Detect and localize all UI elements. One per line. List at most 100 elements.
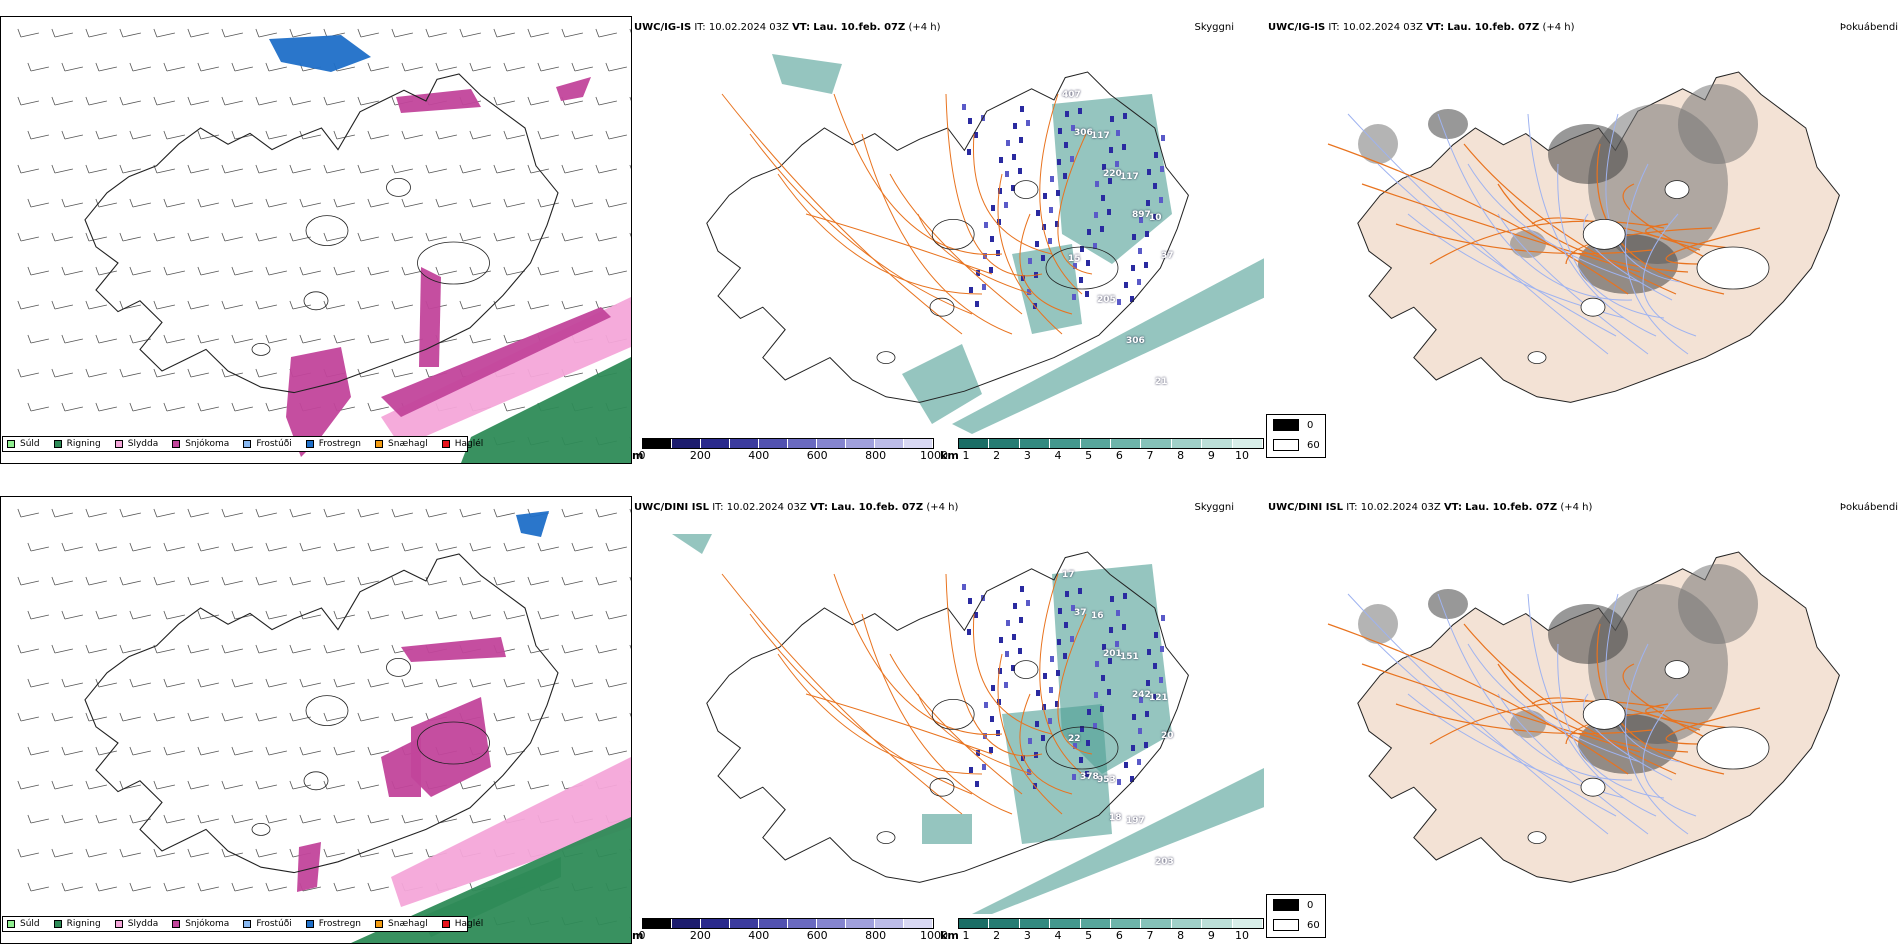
cloudbase-value: 21 bbox=[1155, 377, 1168, 387]
cloudbase-value: 306 bbox=[1126, 336, 1145, 346]
tick-label: 400 bbox=[748, 929, 770, 942]
visibility-ticks: 1 2 3 4 5 6 7 8 9 10 bbox=[963, 929, 1250, 943]
cloudbase-value: 151 bbox=[1120, 652, 1139, 662]
colorbar-cell bbox=[1202, 919, 1233, 928]
valid-time: Lau. 10.feb. 07Z bbox=[1447, 22, 1540, 33]
visibility-map-frame: 407 117 117 10 15 205 306 21 306 220 897 37 bbox=[632, 34, 1264, 434]
colorbar-cell bbox=[788, 439, 817, 448]
cloudbase-value: 121 bbox=[1149, 693, 1168, 703]
legend-swatch bbox=[375, 920, 384, 928]
colorbar-cell bbox=[730, 919, 759, 928]
cloudbase-unit: m bbox=[632, 929, 644, 942]
tick-label: 7 bbox=[1146, 929, 1154, 942]
panel-title: Skyggni bbox=[1194, 22, 1234, 33]
legend-swatch bbox=[114, 920, 123, 928]
colorbar-cell bbox=[701, 439, 730, 448]
colorbar-cell bbox=[1019, 919, 1051, 928]
precip-map bbox=[17, 28, 631, 463]
legend-item: Snjókoma bbox=[172, 439, 229, 449]
tick-label: 800 bbox=[865, 929, 887, 942]
legend-swatch bbox=[243, 440, 252, 448]
cloudbase-value: 197 bbox=[1126, 816, 1145, 826]
cloudbase-value: 953 bbox=[1097, 775, 1116, 785]
tick-label: 1000 bbox=[920, 449, 948, 462]
colorbar-cell bbox=[1050, 919, 1081, 928]
legend-label: Snæhagl bbox=[388, 439, 428, 449]
forecast-row: UWC/DINI ISL IT: 10.02.2024 03Z VT: Lau.… bbox=[0, 480, 1900, 950]
tick-label: 6 bbox=[1115, 449, 1123, 462]
colorbar-cell bbox=[1019, 439, 1051, 448]
colorbar-cell bbox=[904, 439, 933, 448]
tick-label: 0 bbox=[638, 449, 646, 462]
lead-time: (+4 h) bbox=[908, 22, 941, 33]
cloudbase-value: 117 bbox=[1091, 131, 1110, 141]
cloudbase-colorbar bbox=[642, 438, 934, 449]
colorbar-cell bbox=[1171, 919, 1203, 928]
init-time: 10.02.2024 03Z bbox=[708, 22, 789, 33]
colorbar-cell bbox=[643, 919, 672, 928]
legend-item: Frostregn bbox=[305, 919, 361, 929]
visibility-map-frame: 17 16 151 121 22 953 197 203 37 201 242 20 378 18 bbox=[632, 514, 1264, 914]
legend-swatch bbox=[305, 920, 314, 928]
lead-time: (+4 h) bbox=[926, 502, 959, 513]
colorbar-cell bbox=[643, 439, 672, 448]
cloudbase-value: 242 bbox=[1132, 690, 1151, 700]
model-name: UWC/IG-IS bbox=[1268, 22, 1326, 33]
colorbar-cell bbox=[1050, 439, 1081, 448]
colorbar-cell bbox=[759, 919, 788, 928]
precip-map-frame bbox=[0, 16, 632, 464]
colorbar-cell bbox=[875, 439, 904, 448]
visibility-map bbox=[706, 54, 1264, 434]
valid-time-label: VT: bbox=[1443, 502, 1462, 513]
legend-item: Súld bbox=[7, 919, 40, 929]
tick-label: 2 bbox=[993, 929, 1001, 942]
init-time-label: IT: bbox=[1346, 502, 1358, 513]
panel-header: UWC/DINI ISL IT: 10.02.2024 03Z VT: Lau.… bbox=[634, 502, 958, 514]
valid-time-label: VT: bbox=[1426, 22, 1445, 33]
colorbar-cell bbox=[1080, 919, 1112, 928]
fog-legend-row: 60 bbox=[1273, 919, 1320, 931]
tick-label: 800 bbox=[865, 449, 887, 462]
legend-swatch bbox=[441, 440, 450, 448]
colorbar-cell bbox=[1080, 439, 1112, 448]
tick-label: 1 bbox=[962, 449, 970, 462]
fog-legend-swatch bbox=[1273, 419, 1299, 431]
legend-item: Snæhagl bbox=[375, 439, 428, 449]
legend-swatch bbox=[172, 920, 181, 928]
init-time: 10.02.2024 03Z bbox=[726, 502, 807, 513]
cloudbase-value: 117 bbox=[1120, 172, 1139, 182]
legend-swatch bbox=[305, 440, 314, 448]
legend-label: Haglél bbox=[454, 919, 484, 929]
colorbar-cell bbox=[875, 919, 904, 928]
tick-label: 5 bbox=[1085, 929, 1093, 942]
lead-time: (+4 h) bbox=[1560, 502, 1593, 513]
fog-legend: 0 60 bbox=[1266, 414, 1326, 458]
fog-map bbox=[1327, 551, 1840, 883]
fog-legend-row: 0 bbox=[1273, 419, 1313, 431]
cloudbase-value: 378 bbox=[1080, 772, 1099, 782]
fog-map bbox=[1327, 71, 1840, 403]
legend-swatch bbox=[114, 440, 123, 448]
tick-label: 7 bbox=[1146, 449, 1154, 462]
fog-legend-label: 60 bbox=[1307, 919, 1320, 931]
legend-item: Slydda bbox=[114, 439, 158, 449]
legend-label: Snæhagl bbox=[388, 919, 428, 929]
fog-map-frame bbox=[1268, 34, 1898, 444]
init-time: 10.02.2024 03Z bbox=[1360, 502, 1441, 513]
model-name: UWC/DINI ISL bbox=[1268, 502, 1344, 513]
tick-label: 8 bbox=[1177, 929, 1185, 942]
panel-header: UWC/DINI ISL IT: 10.02.2024 03Z VT: Lau.… bbox=[1268, 502, 1592, 514]
tick-label: 9 bbox=[1207, 449, 1215, 462]
valid-time-label: VT: bbox=[809, 502, 828, 513]
colorbar-cell bbox=[959, 919, 990, 928]
valid-time-label: VT: bbox=[792, 22, 811, 33]
legend-item: Haglél bbox=[441, 439, 483, 449]
legend-label: Slydda bbox=[127, 919, 159, 929]
cloudbase-value: 37 bbox=[1074, 608, 1087, 618]
cloudbase-value: 22 bbox=[1068, 734, 1081, 744]
tick-label: 8 bbox=[1177, 449, 1185, 462]
fog-legend-label: 0 bbox=[1307, 899, 1314, 911]
panel-title: Þokuábendi bbox=[1839, 502, 1898, 513]
legend-label: Snjókoma bbox=[185, 919, 230, 929]
valid-time: Lau. 10.feb. 07Z bbox=[1465, 502, 1558, 513]
